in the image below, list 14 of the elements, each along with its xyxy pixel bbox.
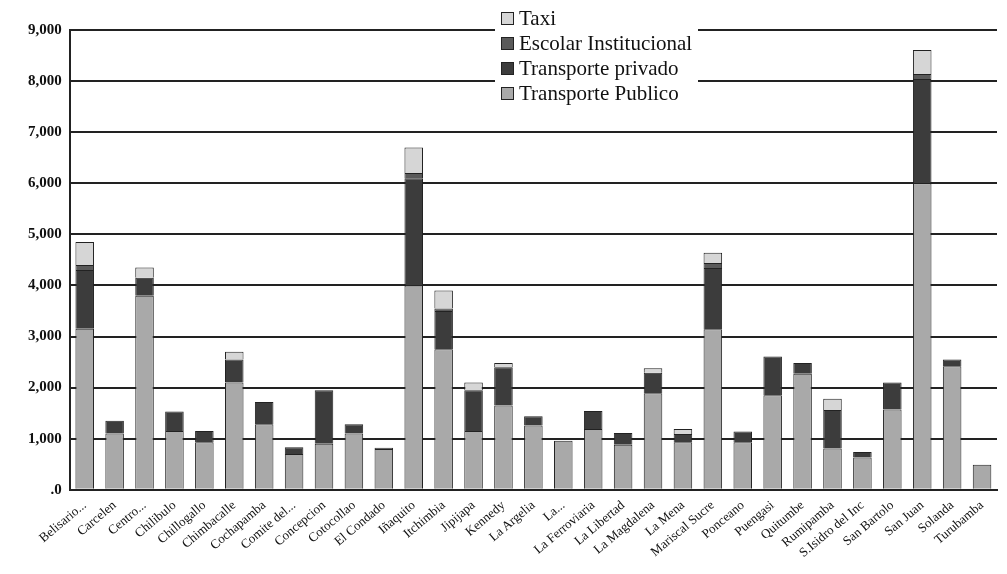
y-tick-label: 4,000 — [28, 276, 62, 293]
y-tick-label: 9,000 — [28, 20, 62, 37]
y-tick-label: 5,000 — [28, 225, 62, 242]
legend-label: Escolar Institucional — [519, 31, 693, 56]
legend-label: Transporte Publico — [519, 81, 679, 106]
y-tick-label: 2,000 — [28, 378, 62, 395]
y-tick-label: 8,000 — [28, 71, 62, 88]
y-tick-label: .0 — [50, 480, 62, 497]
y-tick-label: 1,000 — [28, 429, 62, 446]
y-tick-label: 6,000 — [28, 174, 62, 191]
y-tick-label: 3,000 — [28, 327, 62, 344]
legend-label: Transporte privado — [519, 56, 679, 81]
y-tick-label: 7,000 — [28, 123, 62, 140]
legend-label: Taxi — [519, 6, 557, 31]
